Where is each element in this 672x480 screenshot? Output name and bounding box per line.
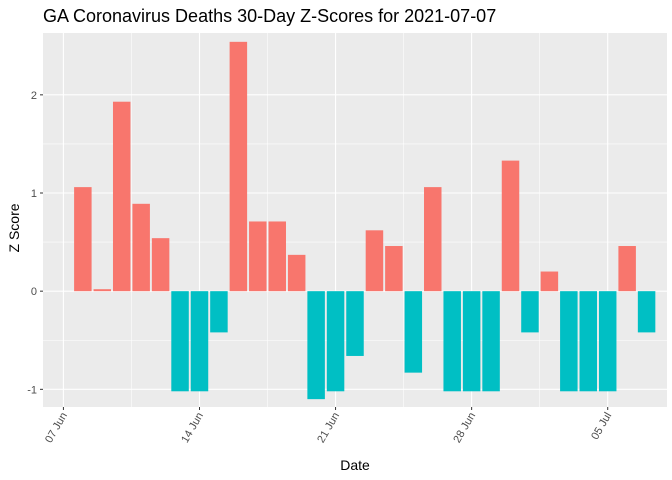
- bar-2021-06-29: [482, 291, 500, 392]
- y-tick-label: 0: [31, 286, 37, 298]
- bar-2021-07-07: [637, 291, 656, 333]
- bar-2021-07-05: [598, 291, 617, 392]
- bar-2021-06-24: [385, 246, 403, 292]
- x-tick-label: 05 Jul: [589, 411, 614, 442]
- bar-2021-06-20: [307, 291, 325, 400]
- bar-2021-07-02: [540, 271, 559, 292]
- bar-2021-07-03: [560, 291, 578, 392]
- bar-2021-06-19: [287, 254, 306, 292]
- y-tick-label: 2: [31, 90, 37, 102]
- bar-2021-06-16: [229, 41, 248, 292]
- bar-2021-06-18: [268, 221, 286, 292]
- bar-2021-06-11: [132, 203, 150, 292]
- bar-2021-07-01: [521, 291, 539, 333]
- bar-2021-06-27: [443, 291, 461, 392]
- bar-2021-06-09: [93, 289, 112, 292]
- x-tick-label: 28 Jun: [451, 411, 478, 446]
- bar-2021-06-15: [210, 291, 228, 333]
- bar-2021-06-12: [151, 238, 170, 292]
- y-tick-label: 1: [31, 188, 37, 200]
- bar-2021-06-26: [424, 187, 442, 292]
- bar-2021-06-28: [462, 291, 481, 392]
- bar-2021-07-06: [618, 246, 636, 292]
- bar-2021-06-10: [112, 101, 131, 292]
- y-axis-title: Z Score: [6, 203, 22, 252]
- x-axis-title: Date: [340, 457, 370, 473]
- bar-2021-06-25: [404, 291, 423, 373]
- bar-2021-06-22: [346, 291, 364, 356]
- x-tick-label: 14 Jun: [179, 411, 206, 446]
- y-axis: -1 0 1 2: [27, 90, 43, 396]
- bar-2021-06-23: [365, 230, 384, 292]
- x-axis: 07 Jun 14 Jun 21 Jun 28 Jun 05 Jul: [43, 407, 614, 445]
- y-tick-label: -1: [27, 384, 37, 396]
- bar-2021-06-30: [501, 160, 520, 292]
- bar-2021-06-13: [171, 291, 189, 392]
- bars: [74, 41, 656, 400]
- bar-2021-06-14: [190, 291, 209, 392]
- bar-2021-07-04: [579, 291, 598, 392]
- x-tick-label: 21 Jun: [315, 411, 342, 446]
- chart-title: GA Coronavirus Deaths 30-Day Z-Scores fo…: [43, 6, 496, 26]
- bar-2021-06-17: [249, 221, 267, 292]
- x-tick-label: 07 Jun: [43, 411, 70, 446]
- bar-2021-06-08: [74, 187, 92, 292]
- bar-2021-06-21: [326, 291, 345, 392]
